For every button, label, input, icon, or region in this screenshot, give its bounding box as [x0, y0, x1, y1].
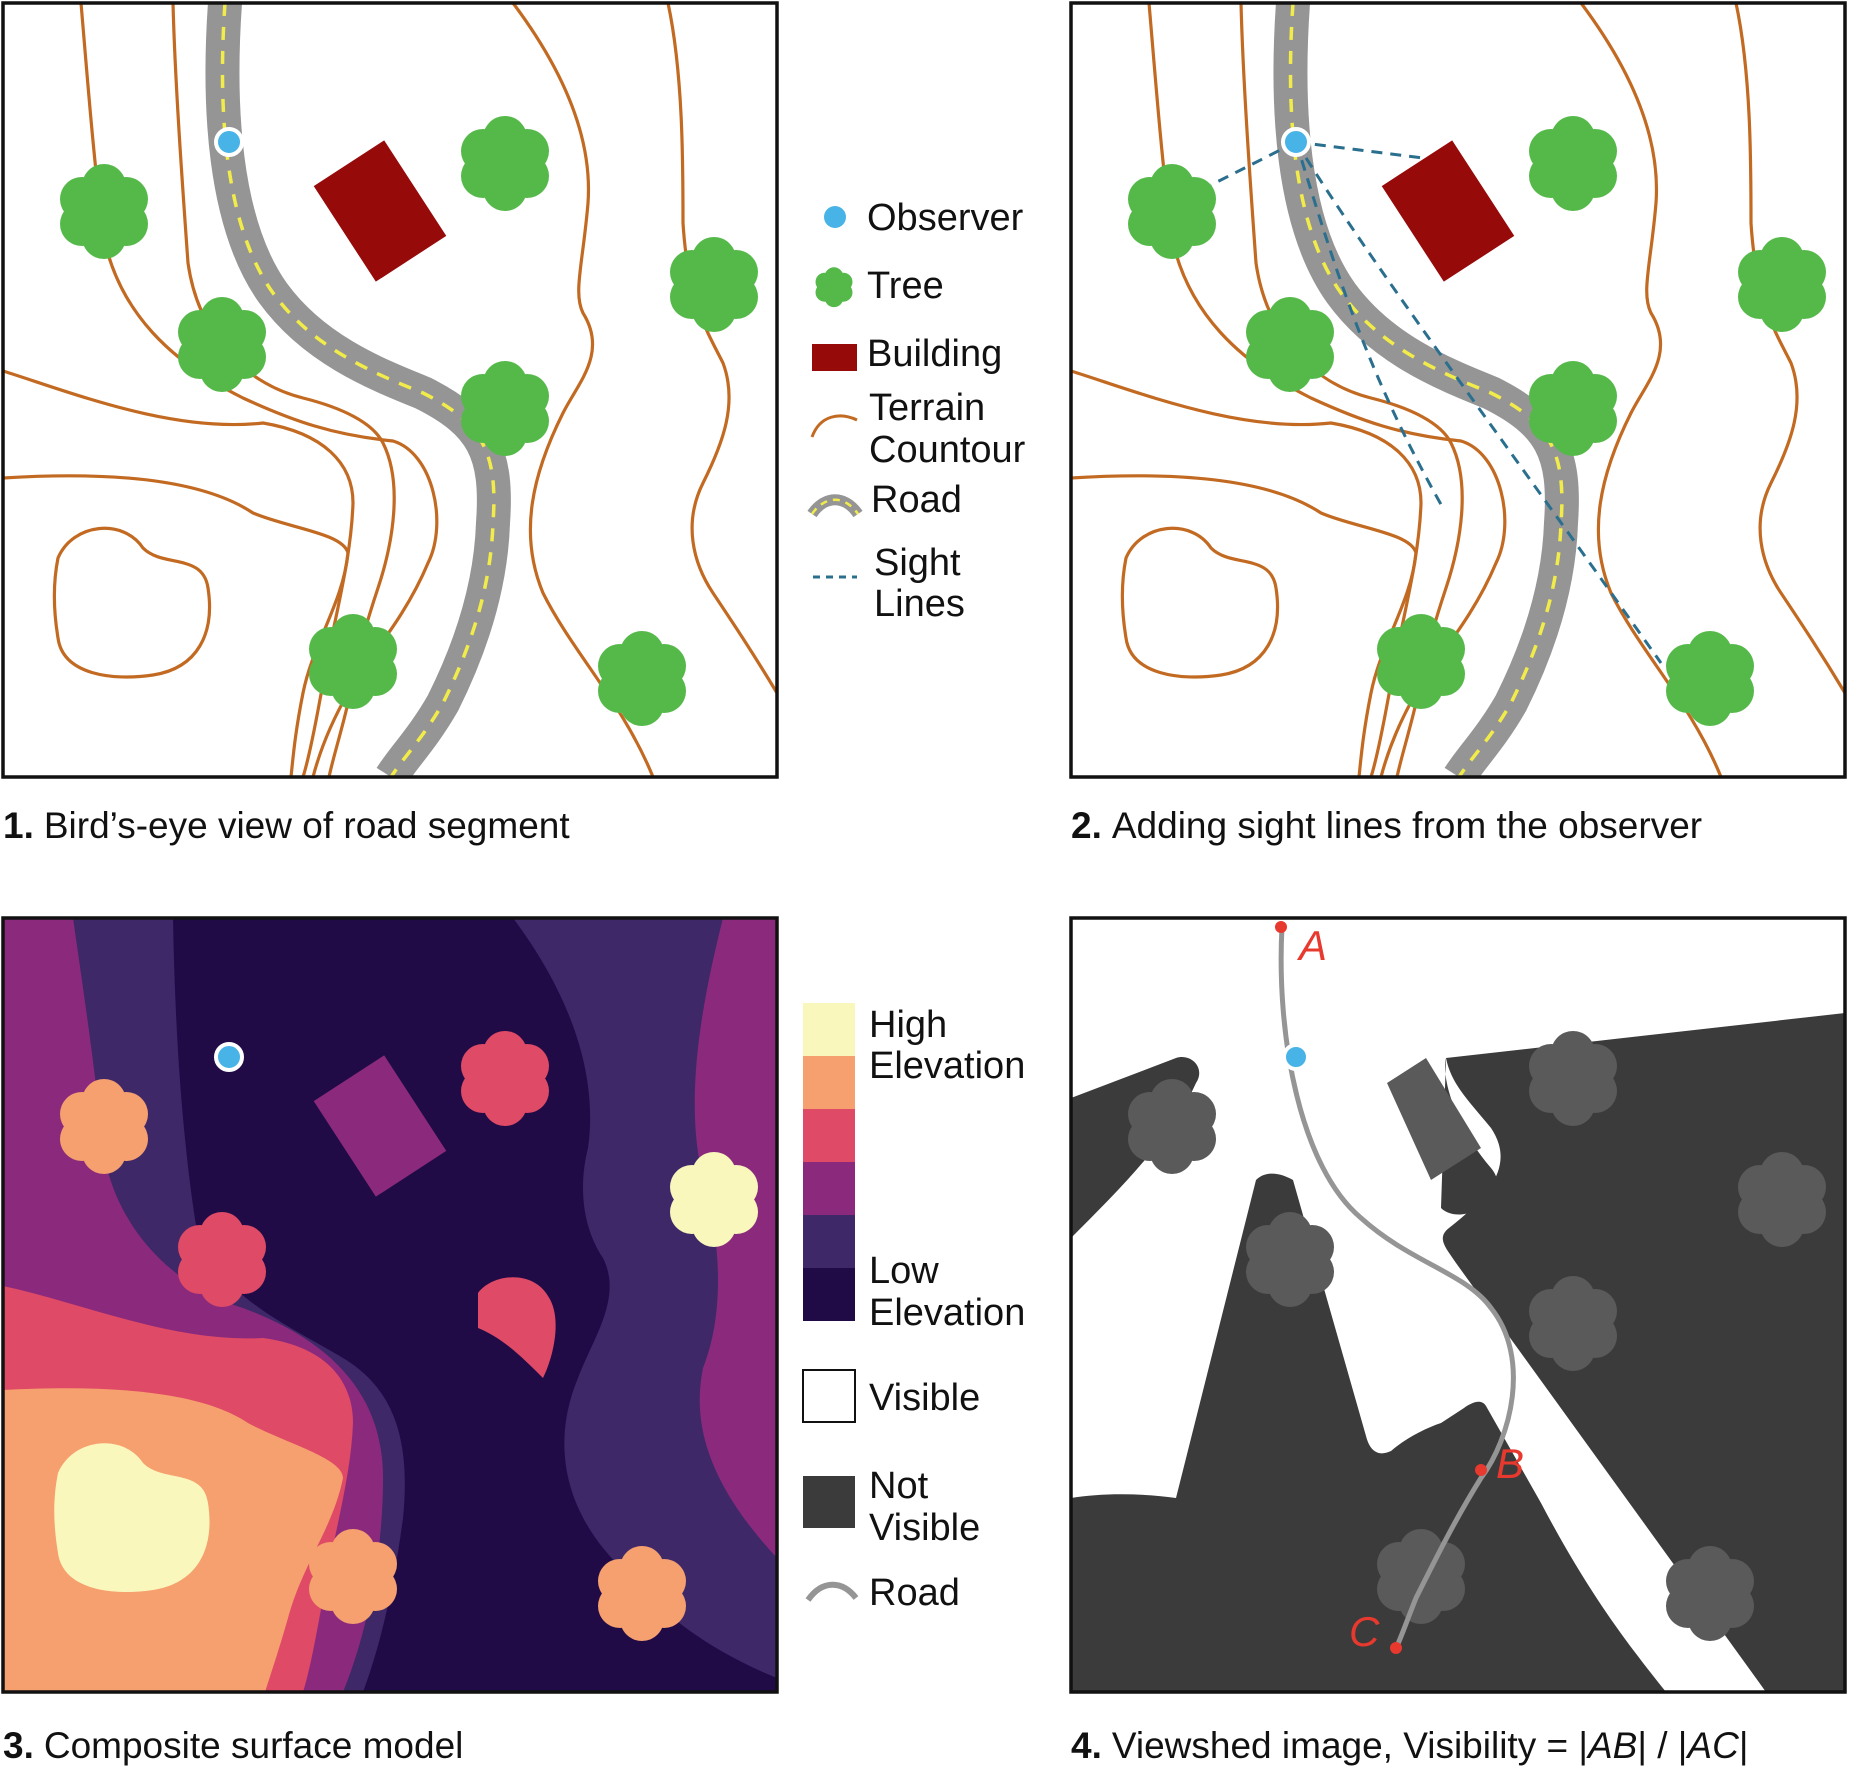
caption-panel-1-text: Bird’s-eye view of road segment — [44, 805, 571, 846]
legend-tree-label: Tree — [867, 265, 944, 307]
caption-panel-4-prefix: Viewshed image, Visibility = | — [1112, 1725, 1588, 1766]
caption-panel-2-number: 2. — [1071, 805, 1102, 846]
caption-panel-1: 1. Bird’s-eye view of road segment — [3, 805, 570, 846]
caption-panel-4: 4. Viewshed image, Visibility = |AB| / |A… — [1071, 1725, 1748, 1766]
legend-road-label: Road — [871, 479, 962, 521]
building — [1381, 140, 1515, 282]
legend-tree-swatch — [815, 267, 853, 308]
road-line — [1278, 926, 1516, 1650]
legend-road-swatch — [807, 494, 863, 518]
legend-building-label: Building — [867, 333, 1002, 375]
legend-terrain-label-1: Terrain — [869, 387, 985, 429]
caption-panel-2: 2. Adding sight lines from the observer — [1071, 805, 1702, 846]
point-c-label: C — [1349, 1608, 1380, 1655]
caption-panel-4-ac: AC — [1685, 1725, 1739, 1766]
legend-top: Observer Tree Building Terrain Countour … — [807, 197, 1026, 625]
legend-observer-swatch — [824, 206, 846, 228]
legend-not-visible-swatch — [803, 1476, 855, 1528]
caption-panel-3-number: 3. — [3, 1725, 34, 1766]
caption-panel-1-number: 1. — [3, 805, 34, 846]
caption-panel-4-ab: AB — [1586, 1725, 1637, 1766]
legend-not-visible-label-1: Not — [869, 1465, 929, 1507]
legend-observer-label: Observer — [867, 197, 1024, 239]
point-a-label: A — [1296, 922, 1327, 969]
caption-panel-2-text: Adding sight lines from the observer — [1112, 805, 1702, 846]
legend-sight-label-1: Sight — [874, 542, 961, 584]
legend-low-label-2: Elevation — [869, 1292, 1025, 1334]
observer — [1281, 127, 1311, 157]
point-c-marker — [1390, 1642, 1402, 1654]
caption-panel-4-mid: | / | — [1637, 1725, 1687, 1766]
point-b-label: B — [1496, 1440, 1524, 1487]
caption-panel-3: 3. Composite surface model — [3, 1725, 463, 1766]
legend-sight-label-2: Lines — [874, 583, 965, 625]
caption-panel-3-text: Composite surface model — [44, 1725, 464, 1766]
legend-bottom: High Elevation Low Elevation Visible Not… — [802, 1003, 1025, 1614]
building — [313, 140, 447, 282]
panel-3-surface-model — [1, 916, 779, 1694]
sight-lines — [1210, 140, 1663, 664]
observer — [1282, 1043, 1310, 1071]
legend-high-label-2: Elevation — [869, 1045, 1025, 1087]
tree — [60, 1031, 758, 1641]
legend-low-label-1: Low — [869, 1250, 939, 1292]
caption-panel-4-number: 4. — [1071, 1725, 1102, 1766]
point-b-marker — [1475, 1464, 1487, 1476]
legend-visible-swatch — [802, 1369, 856, 1423]
caption-panel-4-suffix: | — [1739, 1725, 1749, 1766]
observer — [214, 1042, 244, 1072]
legend-not-visible-label-2: Visible — [869, 1507, 980, 1549]
observer — [214, 127, 244, 157]
point-a-marker — [1275, 921, 1287, 933]
legend-visible-label: Visible — [869, 1377, 980, 1419]
panel-1-birds-eye-view — [1, 1, 779, 779]
legend-building-swatch — [812, 344, 857, 371]
legend-contour-swatch — [810, 414, 858, 438]
legend-road-line-swatch — [805, 1581, 859, 1602]
panel-4-viewshed: A B C — [1069, 916, 1847, 1694]
not-visible-region-mid — [1071, 1173, 1666, 1692]
not-visible-building — [1387, 1058, 1481, 1180]
legend-high-label-1: High — [869, 1004, 947, 1046]
building — [313, 1055, 447, 1197]
elevation-color-scale — [803, 1003, 855, 1321]
panel-2-sight-lines — [1069, 1, 1847, 779]
legend-terrain-label-2: Countour — [869, 429, 1026, 471]
legend-road-label-bottom: Road — [869, 1572, 960, 1614]
elevation-band-high — [54, 1443, 210, 1593]
